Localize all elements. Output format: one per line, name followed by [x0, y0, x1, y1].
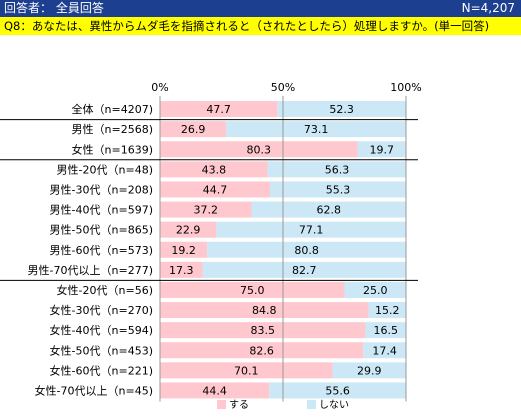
category-label: 女性-30代（n=270) — [50, 303, 153, 317]
respondents-header: 回答者： 全員回答 N=4,207 — [0, 0, 521, 17]
bar-segment-する — [160, 181, 270, 198]
bar-segment-する — [160, 201, 252, 218]
category-label: 男性-50代（n=865) — [50, 223, 153, 237]
data-label-しない: 82.7 — [292, 264, 317, 277]
data-label-しない: 80.8 — [294, 244, 319, 257]
bar-segment-しない — [251, 201, 406, 218]
data-label-しない: 55.6 — [325, 384, 350, 397]
axis-tick-label: 0% — [151, 81, 168, 94]
bar-segment-しない — [267, 161, 406, 178]
data-label-する: 19.2 — [171, 244, 196, 257]
category-label: 男性-40代（n=597) — [50, 203, 153, 217]
category-label: 女性（n=1639) — [72, 142, 153, 156]
data-label-する: 37.2 — [194, 204, 219, 217]
bar-segment-しない — [226, 121, 406, 138]
legend-label-しない: しない — [319, 399, 349, 411]
category-label: 男性-20代（n=48) — [57, 162, 153, 176]
bar-segment-しない — [207, 241, 406, 258]
bar-segment-しない — [269, 181, 406, 198]
total-count: N=4,207 — [461, 1, 515, 15]
data-label-する: 17.3 — [169, 264, 194, 277]
bar-segment-する — [160, 362, 333, 379]
data-label-する: 70.1 — [234, 364, 259, 377]
bar-segment-する — [160, 302, 369, 319]
axis-tick-label: 100% — [390, 81, 421, 94]
bar-segment-しない — [365, 322, 406, 339]
bar-segment-する — [160, 281, 345, 298]
data-label-しない: 19.7 — [370, 143, 395, 156]
data-label-する: 83.5 — [250, 324, 275, 337]
category-label: 全体（n=4207) — [72, 102, 153, 116]
data-label-する: 26.9 — [181, 123, 206, 136]
category-label: 女性-60代（n=221) — [50, 363, 153, 377]
data-label-する: 82.6 — [249, 344, 274, 357]
bar-segment-しない — [277, 101, 406, 118]
data-label-する: 22.9 — [176, 224, 201, 237]
bar-segment-しない — [332, 362, 406, 379]
data-label-しない: 73.1 — [304, 123, 329, 136]
bar-segment-する — [160, 261, 203, 278]
data-label-する: 44.7 — [203, 183, 228, 196]
bar-segment-する — [160, 121, 227, 138]
question-bar: Q8：あなたは、異性からムダ毛を指摘されると（されたとしたら）処理しますか。(単… — [0, 17, 521, 35]
data-label-しない: 17.4 — [372, 344, 397, 357]
question-text: Q8：あなたは、異性からムダ毛を指摘されると（されたとしたら）処理しますか。(単… — [4, 19, 490, 33]
bar-segment-しない — [269, 382, 406, 399]
data-label-しない: 55.3 — [326, 183, 351, 196]
category-label: 女性-50代（n=453) — [50, 343, 153, 357]
data-label-しない: 16.5 — [373, 324, 398, 337]
legend-label-する: する — [229, 399, 249, 411]
bar-segment-する — [160, 342, 364, 359]
axis-tick-label: 50% — [271, 81, 295, 94]
data-label-しない: 77.1 — [299, 224, 324, 237]
bar-segment-する — [160, 141, 358, 158]
respondents-label: 回答者： 全員回答 — [4, 1, 104, 15]
category-label: 女性-20代（n=56) — [57, 283, 153, 297]
category-label: 女性-40代（n=594) — [50, 323, 153, 337]
data-label-しない: 62.8 — [317, 204, 342, 217]
data-label-しない: 56.3 — [325, 163, 350, 176]
category-label: 男性-70代以上（n=277) — [28, 263, 153, 277]
bar-segment-する — [160, 382, 270, 399]
category-label: 男性-30代（n=208) — [50, 182, 153, 196]
bar-segment-しない — [216, 221, 406, 238]
bar-segment-しない — [344, 281, 406, 298]
data-label-しない: 25.0 — [363, 284, 388, 297]
bar-segment-しない — [363, 342, 406, 359]
legend-swatch-しない — [307, 400, 316, 409]
bar-segment-する — [160, 322, 366, 339]
legend-swatch-する — [217, 400, 226, 409]
bar-segment-する — [160, 161, 268, 178]
data-label-する: 84.8 — [252, 304, 277, 317]
data-label-しない: 15.2 — [375, 304, 400, 317]
category-label: 男性（n=2568) — [72, 122, 153, 136]
bar-segment-しない — [357, 141, 406, 158]
data-label-する: 44.4 — [202, 384, 227, 397]
category-label: 女性-70代以上（n=45) — [35, 383, 153, 397]
data-label-する: 75.0 — [240, 284, 265, 297]
data-label-しない: 29.9 — [357, 364, 382, 377]
category-label: 男性-60代（n=573) — [50, 243, 153, 257]
bar-segment-しない — [368, 302, 406, 319]
bar-segment-しない — [202, 261, 406, 278]
data-label-する: 43.8 — [202, 163, 227, 176]
data-label-する: 80.3 — [247, 143, 272, 156]
data-label-しない: 52.3 — [329, 103, 354, 116]
data-label-する: 47.7 — [206, 103, 231, 116]
bar-segment-する — [160, 241, 208, 258]
bar-segment-する — [160, 221, 217, 238]
bar-segment-する — [160, 101, 278, 118]
